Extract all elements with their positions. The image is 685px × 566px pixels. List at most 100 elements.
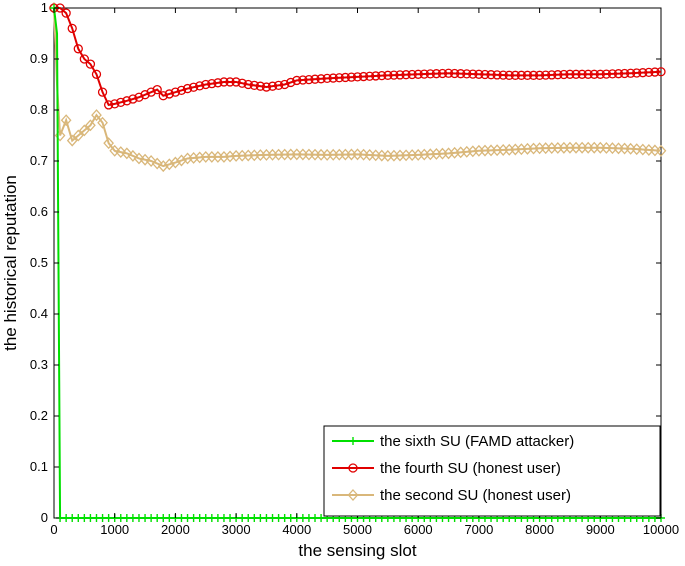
data-point xyxy=(638,68,648,78)
data-point xyxy=(61,8,71,18)
x-axis-label: the sensing slot xyxy=(298,541,416,560)
data-point xyxy=(619,68,630,79)
data-point xyxy=(352,72,363,82)
data-point xyxy=(425,69,435,79)
data-point xyxy=(73,44,83,54)
y-tick-label: 0.3 xyxy=(30,357,48,372)
data-point xyxy=(207,79,217,89)
data-point xyxy=(122,96,132,106)
y-tick-label: 1 xyxy=(41,0,48,15)
data-point xyxy=(219,77,229,87)
data-point xyxy=(358,71,369,82)
legend-label: the second SU (honest user) xyxy=(380,487,571,504)
data-point xyxy=(322,73,332,84)
data-point xyxy=(79,54,89,64)
x-tick-label: 2000 xyxy=(161,522,190,537)
data-point xyxy=(449,68,460,79)
data-point xyxy=(134,92,144,102)
data-point xyxy=(273,80,284,90)
data-point xyxy=(383,70,393,80)
y-tick-label: 0.6 xyxy=(30,204,48,219)
data-point xyxy=(504,70,514,80)
data-point xyxy=(116,97,126,107)
x-tick-label: 5000 xyxy=(343,522,372,537)
data-point xyxy=(176,154,187,167)
data-point xyxy=(152,84,162,95)
y-tick-label: 0.2 xyxy=(30,408,48,423)
series-3 xyxy=(48,2,667,173)
data-point xyxy=(292,75,302,86)
data-point xyxy=(364,71,375,81)
data-point xyxy=(158,91,168,101)
data-point xyxy=(389,70,399,80)
data-point xyxy=(340,72,351,83)
data-point xyxy=(328,73,338,83)
data-point xyxy=(541,70,551,80)
data-point xyxy=(225,77,235,87)
data-point xyxy=(145,155,157,167)
series-1 xyxy=(50,4,665,522)
data-point xyxy=(121,147,133,160)
data-point xyxy=(534,70,545,80)
data-point xyxy=(650,67,660,77)
data-point xyxy=(286,77,296,88)
data-point xyxy=(67,23,77,34)
y-tick-label: 0.1 xyxy=(30,459,48,474)
data-point xyxy=(139,153,151,166)
data-point xyxy=(231,77,241,87)
data-point xyxy=(346,72,357,82)
data-point xyxy=(516,70,527,80)
y-tick-label: 0 xyxy=(41,510,48,525)
legend-box xyxy=(323,425,661,517)
data-point xyxy=(559,69,569,80)
data-point xyxy=(371,71,381,81)
data-point xyxy=(377,70,387,81)
data-point xyxy=(613,69,624,79)
data-point xyxy=(655,144,667,157)
data-point xyxy=(151,157,163,170)
data-point xyxy=(72,129,84,142)
x-tick-label: 6000 xyxy=(404,522,433,537)
legend: the sixth SU (FAMD attacker) the fourth S… xyxy=(323,425,661,517)
data-point xyxy=(109,144,121,157)
data-point xyxy=(437,68,448,79)
data-point xyxy=(110,99,120,109)
data-point xyxy=(85,59,96,69)
data-point xyxy=(146,87,156,97)
data-point xyxy=(462,69,472,79)
data-point xyxy=(164,89,174,99)
legend-marker xyxy=(347,489,359,501)
data-point xyxy=(632,68,642,78)
data-point xyxy=(607,69,618,79)
data-point xyxy=(195,81,205,91)
data-point xyxy=(188,82,199,92)
series-layer xyxy=(48,2,667,522)
y-tick-label: 0.7 xyxy=(30,153,48,168)
data-point xyxy=(589,69,599,79)
data-point xyxy=(298,75,308,85)
x-tick-label: 10000 xyxy=(643,522,679,537)
data-point xyxy=(127,149,139,162)
data-point xyxy=(85,119,96,132)
data-point xyxy=(66,134,78,147)
data-point xyxy=(304,74,314,85)
data-point xyxy=(480,69,490,80)
legend-entry: the sixth SU (FAMD attacker) xyxy=(332,433,574,450)
data-point xyxy=(157,160,169,173)
data-point xyxy=(401,70,411,80)
legend-entry: the second SU (honest user) xyxy=(332,487,571,504)
data-point xyxy=(528,70,539,80)
data-point xyxy=(249,80,259,90)
y-axis-label: the historical reputation xyxy=(1,175,20,351)
data-point xyxy=(583,69,593,79)
data-point xyxy=(310,74,320,84)
data-point xyxy=(522,70,533,80)
data-point xyxy=(601,69,612,79)
data-point xyxy=(456,69,466,79)
data-point xyxy=(547,70,557,80)
data-point xyxy=(644,67,654,78)
x-tick-label: 9000 xyxy=(586,522,615,537)
data-point xyxy=(261,82,272,92)
data-point xyxy=(163,158,175,171)
